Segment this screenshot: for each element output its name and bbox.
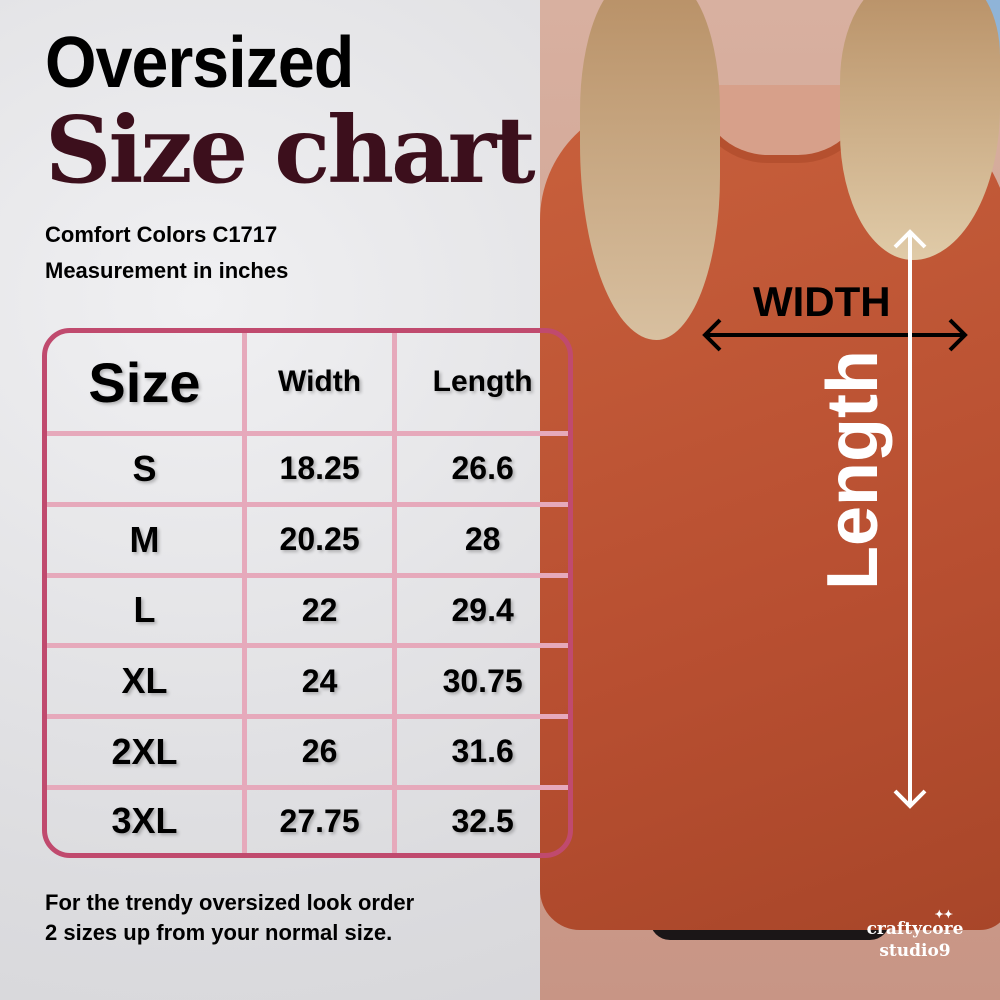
cell-width: 18.25 [246, 436, 398, 507]
cell-length: 29.4 [397, 578, 568, 649]
logo-line1: craftycore [866, 919, 964, 939]
cell-length: 31.6 [397, 719, 568, 790]
table-header: Size Width Length [47, 333, 568, 436]
advice-line1: For the trendy oversized look order [45, 890, 415, 915]
header-length: Length [397, 333, 568, 436]
advice-line2: 2 sizes up from your normal size. [45, 920, 393, 945]
cell-width: 26 [246, 719, 398, 790]
cell-length: 30.75 [397, 648, 568, 719]
cell-length: 26.6 [397, 436, 568, 507]
cell-size: XL [47, 648, 247, 719]
title-line2: Size chart [45, 96, 536, 204]
cell-length: 28 [397, 507, 568, 578]
cell-size: L [47, 577, 247, 649]
model-photo [540, 0, 1000, 1000]
measurement-unit: Measurement in inches [45, 258, 289, 283]
cell-width: 22 [246, 577, 398, 649]
length-label: Length [813, 350, 893, 590]
width-arrow [702, 318, 968, 352]
cell-width: 20.25 [246, 506, 398, 578]
cell-length: 32.5 [451, 802, 514, 839]
table-row: 3XL 27.75 32.5 [47, 789, 568, 853]
table-row: XL 24 30.75 [47, 648, 568, 719]
header-size: Size [47, 333, 247, 436]
cell-width: 27.75 [247, 789, 398, 853]
cell-size: 2XL [47, 719, 247, 790]
cell-size: M [47, 506, 247, 578]
title-line1: Oversized [45, 23, 354, 103]
cell-size: 3XL [47, 789, 247, 853]
sparkle-icon: ✦✦ [934, 908, 953, 921]
logo-line2: studio9 [879, 941, 951, 961]
table-row: S 18.25 26.6 [47, 436, 568, 507]
sizing-advice: For the trendy oversized look order 2 si… [45, 888, 414, 948]
table-row: 2XL 26 31.6 [47, 719, 568, 790]
cell-width: 24 [246, 648, 398, 719]
width-label: WIDTH [753, 278, 891, 325]
table-row: L 22 29.4 [47, 577, 568, 649]
product-name: Comfort Colors C1717 [45, 222, 278, 247]
length-arrow [893, 229, 927, 809]
brand-logo: ✦✦ craftycore studio9 [865, 908, 965, 962]
cell-size: S [47, 436, 247, 507]
header-width: Width [246, 333, 398, 436]
table-row: M 20.25 28 [47, 506, 568, 578]
